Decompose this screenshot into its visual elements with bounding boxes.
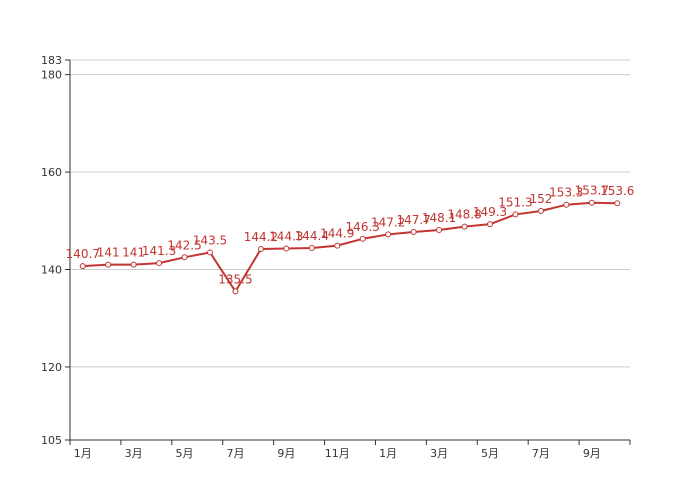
- series-line: [82, 201, 618, 293]
- x-tick-label: 1月: [74, 447, 92, 460]
- y-tick-label: 183: [41, 54, 62, 67]
- data-label: 147.7: [396, 213, 430, 227]
- y-tick-label: 180: [41, 69, 62, 82]
- data-point[interactable]: [461, 223, 468, 230]
- data-label: 141: [97, 246, 120, 260]
- data-label: 135.5: [218, 272, 252, 286]
- data-label: 142.5: [167, 238, 201, 252]
- data-point[interactable]: [283, 245, 290, 252]
- data-label: 153.7: [575, 184, 609, 198]
- data-point[interactable]: [105, 261, 112, 268]
- data-point[interactable]: [359, 235, 366, 242]
- data-point[interactable]: [588, 199, 595, 206]
- data-label: 144.4: [295, 229, 329, 243]
- data-label: 148.8: [447, 208, 481, 222]
- data-point[interactable]: [79, 263, 86, 270]
- x-tick-label: 5月: [481, 447, 499, 460]
- x-tick-label: 7月: [226, 447, 244, 460]
- y-tick-label: 140: [41, 263, 62, 276]
- data-label: 141: [122, 246, 145, 260]
- data-point[interactable]: [436, 227, 443, 234]
- data-label: 144.2: [244, 230, 278, 244]
- data-point[interactable]: [181, 254, 188, 261]
- data-label: 141.3: [142, 244, 176, 258]
- data-label: 151.3: [498, 195, 532, 209]
- data-point[interactable]: [232, 288, 239, 295]
- data-label: 140.7: [66, 247, 100, 261]
- data-label: 143.5: [193, 233, 227, 247]
- data-label: 153.3: [549, 186, 583, 200]
- axes: [69, 60, 630, 441]
- data-point[interactable]: [487, 221, 493, 228]
- data-label: 146.3: [346, 220, 380, 234]
- data-label: 149.3: [473, 205, 507, 219]
- data-point[interactable]: [130, 261, 137, 268]
- series-line-group: [79, 199, 621, 295]
- data-point[interactable]: [614, 200, 621, 207]
- data-point[interactable]: [563, 201, 570, 208]
- data-label: 147.2: [371, 215, 405, 229]
- x-tick-label: 9月: [583, 447, 601, 460]
- data-point[interactable]: [512, 211, 519, 218]
- data-label: 152: [529, 192, 552, 206]
- data-label: 153.6: [600, 184, 634, 198]
- x-tick-label: 1月: [379, 447, 397, 460]
- y-axis-ticks: 105 120 140 160 180 183: [41, 54, 70, 447]
- x-axis-ticks: 1月 3月 5月 7月 9月 11月 1月 3月 5月 7月 9月: [69, 440, 631, 460]
- x-tick-label: 3月: [430, 447, 448, 460]
- data-point[interactable]: [385, 231, 392, 238]
- y-tick-label: 105: [41, 434, 62, 447]
- x-tick-label: 11月: [325, 447, 350, 460]
- data-point[interactable]: [207, 249, 213, 256]
- x-tick-label: 3月: [125, 447, 143, 460]
- x-tick-label: 7月: [532, 447, 550, 460]
- data-point[interactable]: [334, 242, 341, 249]
- data-point[interactable]: [410, 228, 417, 235]
- data-point[interactable]: [257, 246, 264, 253]
- y-tick-label: 160: [41, 166, 62, 179]
- data-label: 144.3: [269, 230, 303, 244]
- x-tick-label: 9月: [277, 447, 295, 460]
- grid-lines: [70, 59, 630, 368]
- data-point[interactable]: [537, 208, 544, 215]
- x-tick-label: 5月: [176, 447, 194, 460]
- y-tick-label: 120: [41, 361, 62, 374]
- data-label: 144.9: [320, 227, 354, 241]
- data-point[interactable]: [308, 245, 315, 252]
- data-point[interactable]: [156, 260, 163, 267]
- data-label: 148.1: [422, 211, 456, 225]
